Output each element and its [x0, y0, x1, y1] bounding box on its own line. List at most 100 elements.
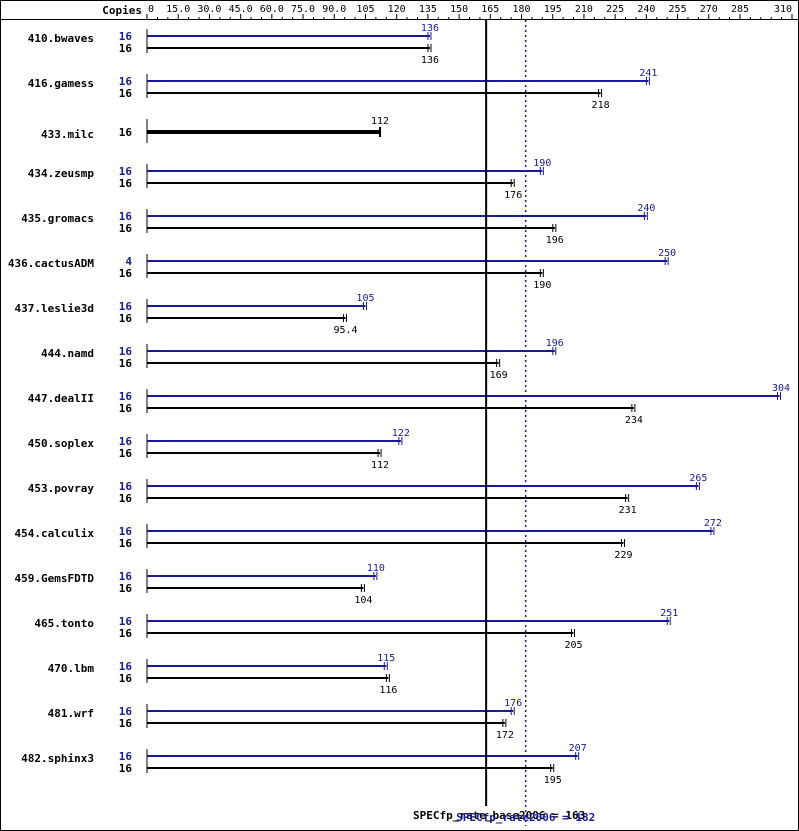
base-reference-label: SPECfp_rate_base2006 = 163 [413, 809, 585, 822]
peak-copies: 16 [119, 300, 133, 313]
x-tick-label: 285 [731, 4, 749, 15]
peak-value-label: 240 [637, 203, 655, 214]
peak-copies: 16 [119, 390, 133, 403]
peak-value-label: 122 [392, 428, 410, 439]
x-tick-label: 255 [669, 4, 687, 15]
benchmark-label: 433.milc [41, 128, 94, 141]
peak-copies: 16 [119, 435, 133, 448]
x-tick-label: 120 [388, 4, 406, 15]
peak-copies: 4 [125, 255, 132, 268]
peak-value-label: 115 [377, 653, 395, 664]
x-tick-label: 0 [148, 4, 154, 15]
benchmark-label: 454.calculix [15, 527, 95, 540]
benchmark-label: 410.bwaves [28, 32, 94, 45]
peak-copies: 16 [119, 750, 133, 763]
peak-value-label: 196 [546, 338, 564, 349]
base-value-label: 190 [533, 280, 551, 291]
benchmark-label: 435.gromacs [21, 212, 94, 225]
peak-value-label: 176 [504, 698, 522, 709]
benchmark-label: 459.GemsFDTD [15, 572, 95, 585]
base-copies: 16 [119, 492, 133, 505]
base-value-label: 104 [354, 595, 372, 606]
x-tick-label: 105 [356, 4, 374, 15]
base-copies: 16 [119, 312, 133, 325]
base-copies: 16 [119, 627, 133, 640]
benchmark-label: 453.povray [28, 482, 95, 495]
x-tick-label: 45.0 [229, 4, 253, 15]
peak-reference-label: SPECfp_rate2006 = 182 [456, 811, 595, 824]
peak-value-label: 190 [533, 158, 551, 169]
peak-copies: 16 [119, 480, 133, 493]
x-tick-label: 75.0 [291, 4, 315, 15]
base-value-label: 95.4 [333, 325, 357, 336]
benchmark-label: 470.lbm [48, 662, 95, 675]
base-copies: 16 [119, 42, 133, 55]
base-value-label: 172 [496, 730, 514, 741]
x-tick-label: 165 [481, 4, 499, 15]
peak-value-label: 272 [704, 518, 722, 529]
copies-header: Copies [102, 4, 142, 17]
x-tick-label: 310 [774, 4, 792, 15]
base-copies: 16 [119, 537, 133, 550]
peak-copies: 16 [119, 615, 133, 628]
peak-copies: 16 [119, 345, 133, 358]
base-value-label: 112 [371, 116, 389, 127]
base-value-label: 116 [379, 685, 397, 696]
base-copies: 16 [119, 717, 133, 730]
peak-copies: 16 [119, 660, 133, 673]
base-value-label: 229 [614, 550, 632, 561]
base-copies: 16 [119, 222, 133, 235]
base-value-label: 205 [565, 640, 583, 651]
peak-value-label: 251 [660, 608, 678, 619]
benchmark-label: 447.dealII [28, 392, 94, 405]
x-tick-label: 195 [544, 4, 562, 15]
base-copies: 16 [119, 87, 133, 100]
peak-value-label: 110 [367, 563, 385, 574]
x-tick-label: 135 [419, 4, 437, 15]
peak-copies: 16 [119, 30, 133, 43]
benchmark-label: 444.namd [41, 347, 94, 360]
benchmark-label: 434.zeusmp [28, 167, 95, 180]
x-tick-label: 210 [575, 4, 593, 15]
benchmark-label: 465.tonto [34, 617, 94, 630]
base-value-label: 136 [421, 55, 439, 66]
x-tick-label: 90.0 [322, 4, 346, 15]
x-tick-label: 15.0 [166, 4, 190, 15]
base-copies: 16 [119, 357, 133, 370]
peak-value-label: 304 [772, 383, 790, 394]
benchmark-label: 481.wrf [48, 707, 94, 720]
base-value-label: 112 [371, 460, 389, 471]
benchmark-label: 436.cactusADM [8, 257, 94, 270]
benchmark-label: 450.soplex [28, 437, 95, 450]
base-value-label: 169 [490, 370, 508, 381]
peak-value-label: 105 [356, 293, 374, 304]
benchmark-label: 482.sphinx3 [21, 752, 94, 765]
x-tick-label: 240 [637, 4, 655, 15]
base-copies: 16 [119, 672, 133, 685]
x-tick-label: 180 [512, 4, 530, 15]
peak-value-label: 241 [639, 68, 657, 79]
base-copies: 16 [119, 177, 133, 190]
x-tick-label: 270 [700, 4, 718, 15]
base-copies: 16 [119, 447, 133, 460]
base-value-label: 176 [504, 190, 522, 201]
base-copies: 16 [119, 762, 133, 775]
benchmark-label: 437.leslie3d [15, 302, 94, 315]
peak-value-label: 250 [658, 248, 676, 259]
peak-value-label: 265 [689, 473, 707, 484]
x-tick-label: 60.0 [260, 4, 284, 15]
x-tick-label: 30.0 [197, 4, 221, 15]
peak-copies: 16 [119, 165, 133, 178]
base-copies: 16 [119, 402, 133, 415]
peak-copies: 16 [119, 570, 133, 583]
base-value-label: 218 [592, 100, 610, 111]
x-tick-label: 225 [606, 4, 624, 15]
base-value-label: 231 [619, 505, 637, 516]
base-value-label: 196 [546, 235, 564, 246]
base-value-label: 234 [625, 415, 643, 426]
benchmark-label: 416.gamess [28, 77, 94, 90]
base-copies: 16 [119, 126, 133, 139]
base-copies: 16 [119, 582, 133, 595]
